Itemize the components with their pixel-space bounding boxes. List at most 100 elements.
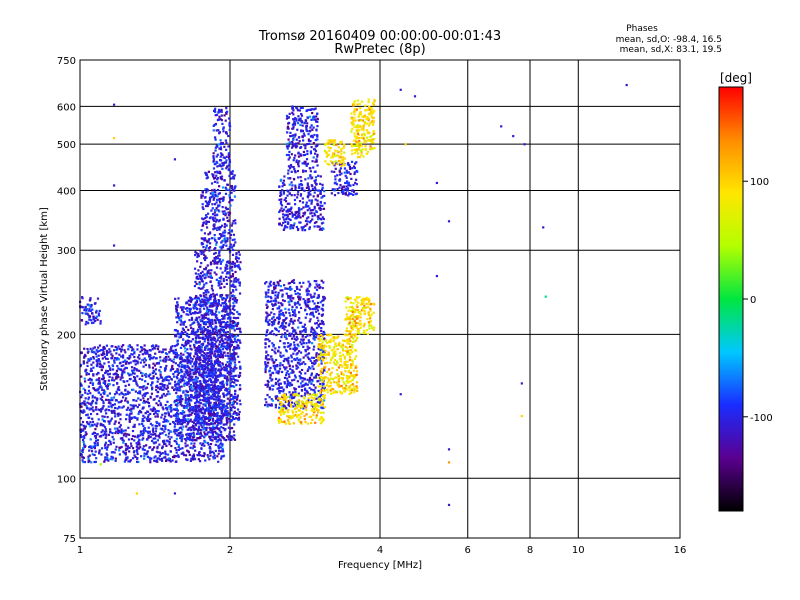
data-point	[305, 164, 308, 167]
data-point	[174, 419, 178, 423]
data-point	[117, 375, 120, 379]
data-point	[212, 228, 215, 231]
data-point	[316, 117, 319, 121]
data-point	[225, 364, 228, 368]
data-point	[81, 448, 84, 451]
data-point	[287, 342, 290, 345]
data-point	[233, 381, 236, 384]
data-point	[185, 372, 188, 375]
data-point	[214, 432, 218, 435]
data-point	[208, 296, 212, 299]
data-point	[323, 194, 326, 198]
data-point	[232, 233, 235, 236]
data-point	[201, 336, 204, 340]
data-point	[79, 452, 82, 456]
data-point	[208, 415, 211, 418]
data-point	[315, 115, 318, 118]
data-point	[287, 153, 290, 157]
data-point	[194, 372, 197, 375]
data-point	[306, 122, 309, 125]
data-point	[305, 158, 309, 161]
data-point	[128, 408, 131, 412]
data-point	[159, 452, 163, 455]
data-point	[200, 447, 203, 450]
data-point	[108, 372, 111, 375]
data-point	[189, 434, 192, 438]
data-point	[218, 228, 221, 231]
data-point	[211, 347, 214, 350]
data-point	[104, 456, 107, 459]
data-point	[320, 196, 323, 199]
data-point	[304, 163, 307, 166]
data-point	[218, 361, 222, 364]
data-point	[195, 375, 198, 379]
data-point	[120, 364, 123, 368]
data-point	[211, 218, 215, 221]
data-point	[130, 444, 133, 448]
data-point	[222, 334, 225, 337]
data-point	[184, 437, 187, 441]
data-point	[309, 189, 312, 192]
data-point	[232, 367, 235, 370]
data-point	[214, 316, 217, 319]
data-point	[279, 284, 282, 288]
data-point	[212, 425, 215, 428]
data-point	[144, 372, 148, 376]
data-point	[210, 276, 214, 279]
data-point	[219, 439, 223, 442]
data-point	[298, 109, 301, 112]
data-point	[296, 128, 299, 131]
data-point	[176, 321, 179, 324]
data-point	[131, 434, 135, 438]
data-point	[124, 384, 127, 388]
data-point	[216, 423, 219, 426]
data-point	[317, 218, 320, 221]
data-point	[204, 386, 208, 390]
data-point	[94, 444, 97, 448]
data-point	[233, 324, 236, 328]
data-point	[174, 413, 178, 416]
data-point	[80, 435, 83, 439]
data-point	[102, 374, 105, 377]
data-point	[316, 143, 319, 146]
data-point	[236, 394, 239, 397]
data-point	[226, 371, 229, 375]
data-point	[293, 281, 296, 285]
data-point	[180, 330, 184, 333]
data-point	[156, 380, 159, 383]
data-point	[230, 198, 233, 202]
data-point	[229, 316, 232, 319]
data-point	[285, 292, 288, 295]
data-point	[191, 455, 194, 458]
data-point	[218, 219, 221, 222]
data-point	[198, 355, 201, 359]
data-point	[188, 303, 191, 306]
data-point	[211, 203, 214, 206]
data-point	[184, 442, 187, 445]
data-point	[304, 219, 308, 223]
data-point	[189, 370, 192, 373]
data-point	[317, 323, 320, 327]
data-point	[311, 176, 314, 179]
data-point	[220, 282, 223, 285]
data-point	[210, 395, 213, 398]
data-point	[175, 442, 179, 445]
data-point	[301, 135, 304, 138]
data-point	[179, 396, 182, 399]
data-point	[177, 372, 180, 375]
data-point	[233, 304, 236, 308]
data-point	[157, 457, 160, 460]
data-point	[231, 356, 234, 359]
data-point	[168, 440, 171, 444]
data-point	[82, 360, 85, 363]
data-point	[233, 264, 236, 268]
data-point	[212, 436, 215, 439]
data-point	[219, 450, 222, 453]
data-point	[107, 379, 110, 382]
data-point	[309, 307, 312, 311]
data-point	[210, 390, 213, 393]
data-point	[208, 200, 211, 203]
data-point	[187, 400, 190, 403]
data-point	[204, 434, 207, 437]
data-point	[287, 362, 290, 365]
